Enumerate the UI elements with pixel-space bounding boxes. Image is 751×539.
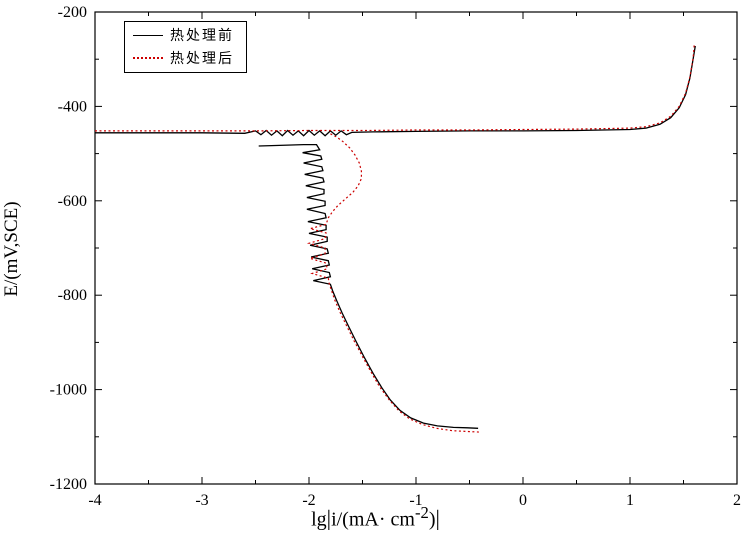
abs-bar-left: | <box>326 505 332 531</box>
legend-line-sample-dotted <box>133 57 163 59</box>
y-tick-label: -600 <box>58 193 87 210</box>
x-tick-label: -4 <box>88 492 101 509</box>
y-tick-label: -400 <box>58 98 87 115</box>
y-tick-label: -800 <box>58 287 87 304</box>
series-path-after-heat-treatment <box>306 133 481 433</box>
series-path-after-heat-treatment <box>95 44 695 132</box>
x-tick-label: -3 <box>195 492 208 509</box>
series-path-before-heat-treatment <box>258 143 479 429</box>
legend-label-before: 热处理前 <box>170 29 234 44</box>
y-axis-label: E/(mV,SCE) <box>1 201 22 297</box>
superscript-minus-two: -2 <box>414 503 429 522</box>
x-tick-label: 1 <box>626 492 634 509</box>
y-tick-label: -200 <box>58 4 87 21</box>
legend-label-after: 热处理后 <box>170 52 234 67</box>
abs-bar-right: | <box>435 505 440 531</box>
legend: 热处理前 热处理后 <box>124 21 247 73</box>
x-tick-label: 0 <box>519 492 527 509</box>
plot-frame <box>94 11 738 485</box>
x-tick-label: -1 <box>409 492 422 509</box>
x-tick-label: 2 <box>733 492 741 509</box>
legend-item-after-heat-treatment: 热处理后 <box>133 48 234 68</box>
legend-item-before-heat-treatment: 热处理前 <box>133 25 234 45</box>
x-tick-label: -2 <box>302 492 315 509</box>
y-tick-label: -1000 <box>50 382 87 399</box>
y-tick-label: -1200 <box>50 476 87 493</box>
legend-line-sample-solid <box>133 34 163 36</box>
x-axis-label: lg|i/(mA· cm-2)| <box>311 503 440 531</box>
